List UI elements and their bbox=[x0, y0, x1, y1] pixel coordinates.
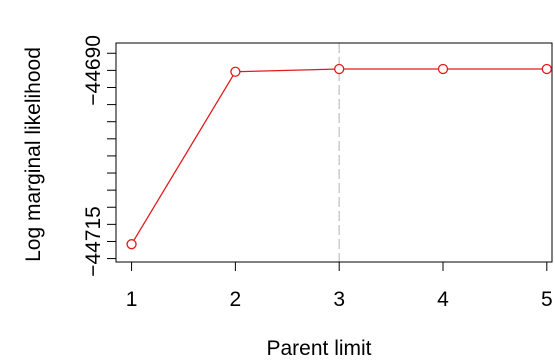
data-point bbox=[126, 239, 137, 250]
y-axis-label: Log marginal likelihood bbox=[22, 47, 45, 262]
x-tick-label: 2 bbox=[230, 288, 242, 311]
x-tick-label: 5 bbox=[541, 288, 553, 311]
x-axis: 1 2 3 4 5 bbox=[126, 261, 553, 311]
series-segment bbox=[133, 75, 234, 241]
data-point bbox=[437, 63, 449, 75]
x-tick-label: 3 bbox=[333, 288, 345, 311]
x-tick-label: 1 bbox=[126, 288, 138, 311]
x-axis-label: Parent limit bbox=[266, 337, 371, 360]
data-point bbox=[230, 66, 241, 77]
y-tick-label: −44715 bbox=[82, 206, 105, 277]
y-tick-label: −44690 bbox=[82, 35, 105, 106]
x-tick-label: 4 bbox=[437, 288, 449, 311]
series-segment bbox=[239, 68, 335, 73]
data-point bbox=[541, 63, 552, 75]
plot-frame bbox=[115, 42, 553, 263]
series-line bbox=[126, 63, 552, 250]
data-point bbox=[334, 63, 345, 75]
y-axis: −44690 −44715 bbox=[82, 35, 117, 277]
